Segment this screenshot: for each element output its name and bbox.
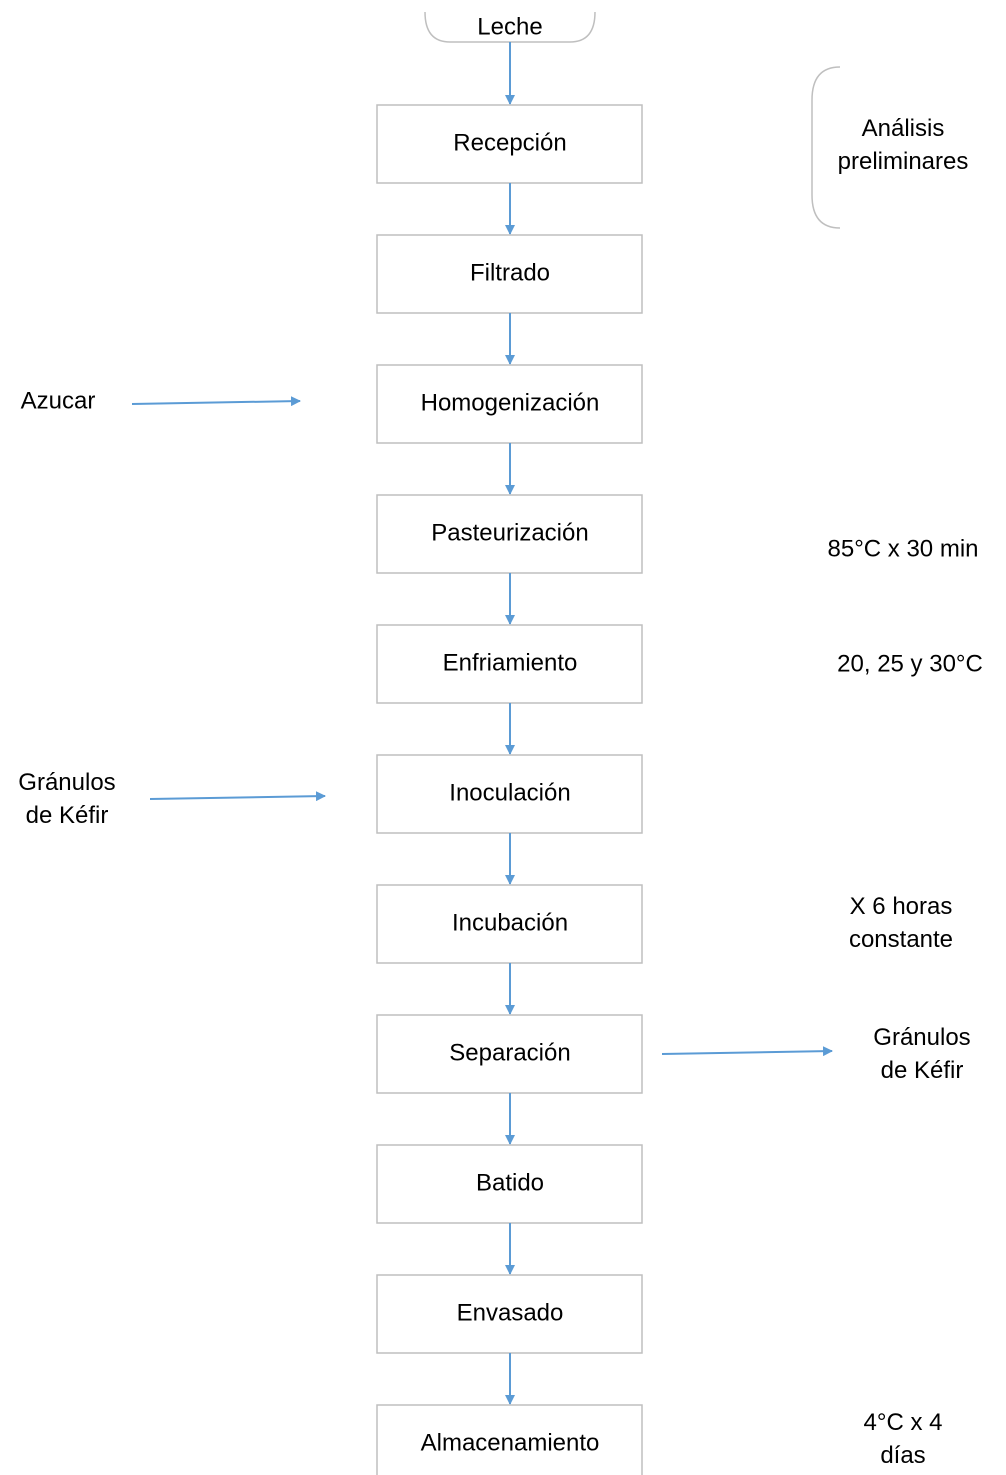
side-text: Análisis xyxy=(862,115,945,142)
side-text: de Kéfir xyxy=(26,802,109,829)
step-label: Filtrado xyxy=(470,259,550,286)
side-text: Gránulos xyxy=(873,1024,970,1051)
step-box xyxy=(376,1404,643,1475)
step-box xyxy=(376,1014,643,1094)
step-label: Homogenización xyxy=(421,389,600,416)
side-text: días xyxy=(880,1442,925,1469)
step-box xyxy=(376,104,643,184)
start-label: Leche xyxy=(477,13,542,40)
side-text: X 6 horas xyxy=(850,893,953,920)
step-label: Inoculación xyxy=(449,779,570,806)
step-label: Incubación xyxy=(452,909,568,936)
step-label: Separación xyxy=(449,1039,570,1066)
side-text: 85°C x 30 min xyxy=(828,535,979,562)
input-arrow xyxy=(131,396,301,407)
side-text: Gránulos xyxy=(18,769,115,796)
input-arrow xyxy=(149,791,326,802)
side-text: 4°C x 4 xyxy=(864,1409,943,1436)
step-label: Batido xyxy=(476,1169,544,1196)
side-text: 20, 25 y 30°C xyxy=(837,650,983,677)
output-arrow xyxy=(661,1046,833,1057)
side-text: Azucar xyxy=(21,387,96,414)
step-label: Envasado xyxy=(457,1299,564,1326)
note-brace xyxy=(811,66,841,229)
step-box xyxy=(376,1144,643,1224)
step-label: Enfriamiento xyxy=(443,649,578,676)
step-box xyxy=(376,364,643,444)
diagram-content: Recepción Filtrado Homogenización Pasteuriz… xyxy=(18,104,983,1475)
step-box xyxy=(376,494,643,574)
step-box xyxy=(376,234,643,314)
step-label: Pasteurización xyxy=(431,519,588,546)
step-box xyxy=(376,1274,643,1354)
step-box xyxy=(376,754,643,834)
side-text: preliminares xyxy=(838,148,969,175)
step-label: Almacenamiento xyxy=(421,1429,600,1456)
side-text: constante xyxy=(849,926,953,953)
step-label: Recepción xyxy=(453,129,566,156)
side-text: de Kéfir xyxy=(881,1057,964,1084)
step-box xyxy=(376,884,643,964)
step-box xyxy=(376,624,643,704)
